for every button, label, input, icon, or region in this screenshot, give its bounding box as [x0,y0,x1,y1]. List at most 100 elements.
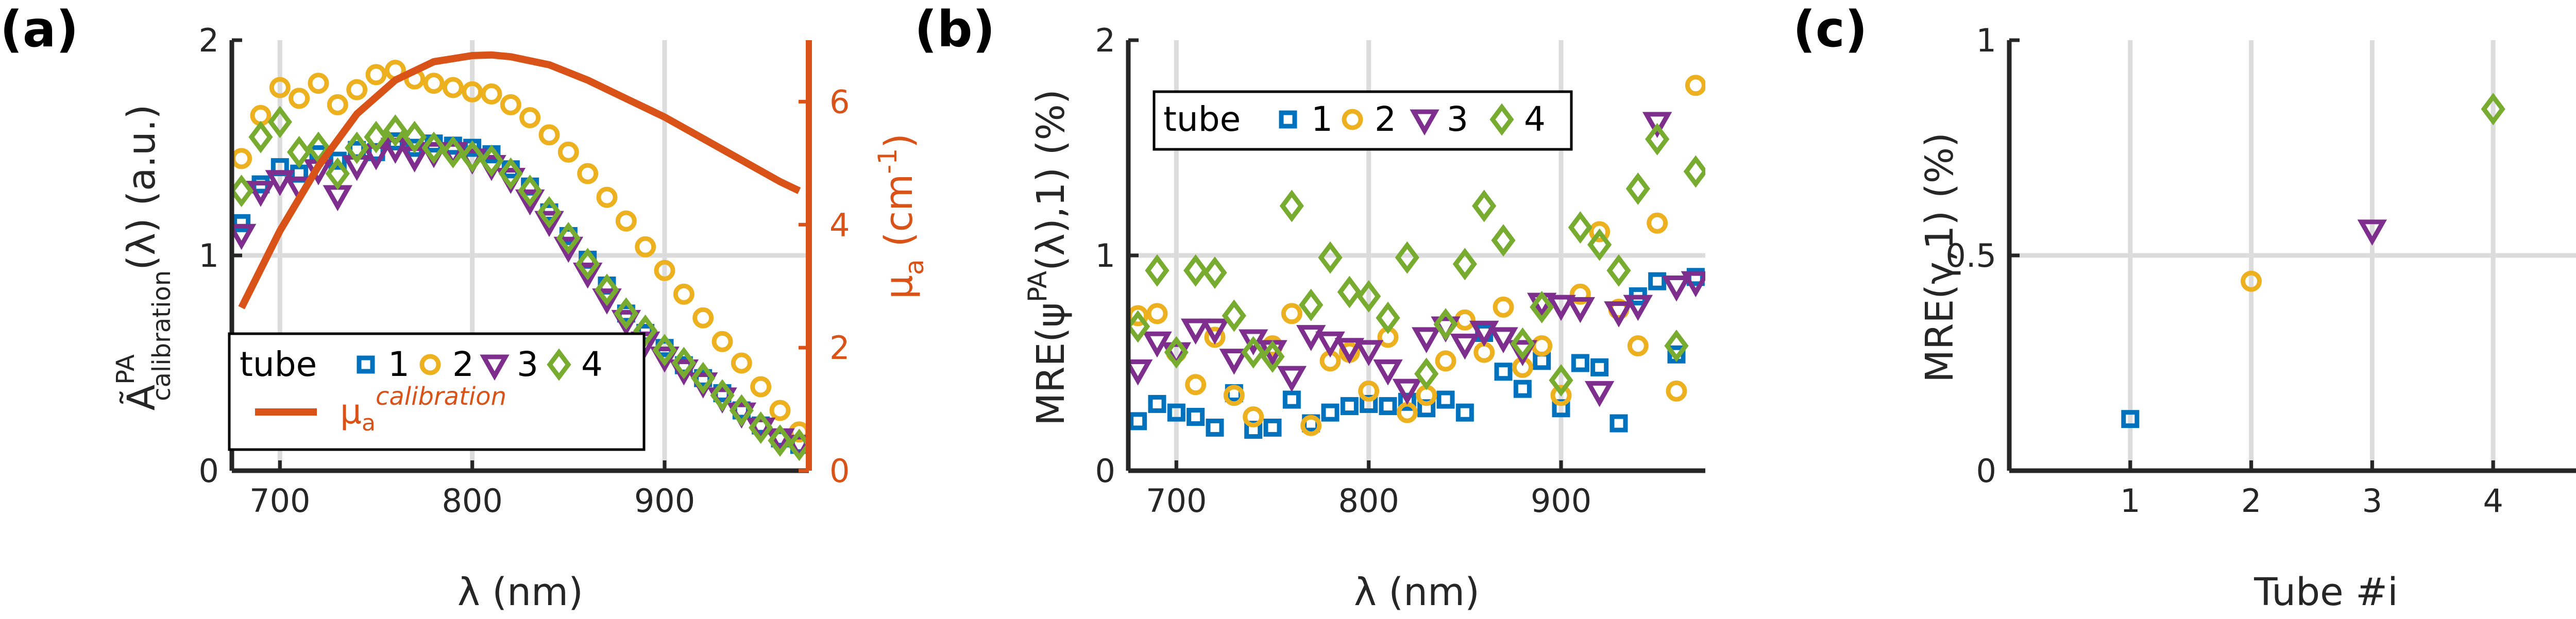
panel-a-point-tube2-750 [365,64,387,85]
panel-a-point-tube3-730 [323,185,353,212]
panel-b-point-tube1-750 [1263,418,1282,437]
panel-a-legend-entry-2: 2 [452,345,474,384]
panel-c-point-tube4 [2481,93,2505,126]
panel-b-point-tube3-940 [1623,295,1653,321]
panel-c-ylabel: MRE(γ,1) (%) [1918,132,1962,383]
panel-a-legend-title: tube [240,345,317,384]
panel-b-point-tube2-900 [1550,385,1572,406]
panel-a-point-tube2-960 [769,400,791,421]
panel-a-point-tube3-700 [265,170,295,196]
panel-b-point-tube1-680 [1129,412,1147,431]
panel-b-point-tube4-820 [1395,241,1419,274]
panel-a-legend-line-sup: calibration [376,382,506,411]
panel-b-point-tube3-790 [1334,338,1365,364]
panel-b-legend-entry-3: 3 [1447,99,1468,139]
panel-b-point-tube4-940 [1625,172,1650,205]
panel-a-point-tube4-770 [402,121,427,153]
panel-a-legend-marker-1 [357,355,375,374]
panel-a-point-tube4-750 [364,121,388,153]
panel-c-xtick-label-1: 2 [2241,482,2261,520]
panel-a-point-tube2-860 [577,163,599,184]
panel-b-point-tube4-700 [1164,336,1189,369]
panel-a-point-tube2-740 [346,79,368,100]
panel-b-point-tube3-770 [1296,325,1326,351]
panel-b-point-tube4-930 [1606,254,1631,287]
panel-b-point-tube3-960 [1662,276,1691,302]
panel-b-legend-entry-2: 2 [1375,99,1396,139]
panel-c-xtick-label-2: 3 [2362,482,2382,520]
panel-a-point-tube2-950 [750,376,772,398]
panel-b-point-tube1-690 [1148,394,1166,413]
panel-b-ylabel: MRE(ψPA(λ),1) (%) [1023,89,1073,425]
panel-a-point-tube4-920 [691,362,716,394]
panel-a-right-ytick-label-0: 0 [829,452,850,490]
panel-a-point-tube4-860 [575,248,600,281]
panel-a-point-tube4-870 [595,273,619,306]
panel-b-point-tube3-870 [1488,327,1518,353]
panel-a-point-tube3-870 [592,288,622,315]
panel-b-point-tube2-960 [1666,380,1687,402]
panel-a-legend-markers [357,348,571,381]
panel-b-legend-marker-4 [1489,103,1514,136]
panel-b-point-tube3-860 [1469,320,1499,347]
panel-b-point-tube4-860 [1472,190,1497,222]
panel-b-point-tube3-730 [1219,349,1249,375]
panel-a-legend-entry-1: 1 [388,345,410,384]
panel-a-point-tube2-900 [654,260,675,281]
panel-b-legend: tube 1 2 3 4 [1153,90,1573,151]
panel-b-point-tube2-710 [1185,374,1207,396]
panel-c-ytick-label-2: 1 [1976,22,1996,59]
panel-a-point-tube3-840 [534,211,564,237]
panel-a-point-tube4-930 [710,379,735,412]
panel-a-point-tube3-860 [572,262,603,289]
panel-b-point-tube1-760 [1282,390,1301,409]
panel-b-point-tube4-830 [1414,357,1439,390]
panel-b-point-tube3-810 [1373,359,1403,386]
panel-a-point-tube2-710 [289,88,310,109]
panel-a-point-tube2-910 [673,283,694,305]
panel-b-point-tube3-820 [1392,379,1422,405]
panel-a-point-tube4-840 [537,196,562,229]
panel-b-point-tube2-720 [1204,326,1226,348]
panel-a-point-tube2-680 [232,148,252,169]
panel-b-point-tube3-830 [1411,327,1442,353]
panel-a-point-tube4-690 [248,121,273,153]
panel-b-ylabel-sup: PA [1023,271,1053,302]
panel-b-point-tube2-870 [1493,296,1514,318]
panel-b-point-tube2-800 [1358,380,1380,402]
panel-a-right-ytick-label-3: 6 [829,83,850,121]
panel-b-point-tube2-940 [1627,335,1649,357]
panel-c-grid [2009,40,2576,471]
panel-b-xtick-label-0: 700 [1146,482,1207,520]
panel-c: (c) 1 2 3 4 0 0.5 1 MRE(γ,1) (%) Tube #i [1793,1,2576,614]
panel-a-point-tube4-880 [614,297,638,330]
panel-a-legend-line-label: μacalibration [340,382,506,436]
panel-c-xtick-label-3: 4 [2483,482,2503,520]
panel-b-point-tube4-710 [1183,254,1208,287]
panel-b-point-tube1-840 [1436,390,1455,409]
panel-a-point-tube4-780 [421,131,446,164]
panel-b-point-tube1-880 [1513,380,1532,398]
panel-b-point-tube4-800 [1357,280,1381,313]
panel-b-point-tube4-880 [1510,327,1535,360]
panel-b-point-tube1-820 [1398,392,1416,411]
panel-b-point-tube2-950 [1647,212,1668,234]
panel-b-point-tube2-730 [1223,385,1245,406]
panel-a-point-tube4-740 [345,131,369,164]
panel-a-right-ylabel-sub: a [900,259,929,275]
panel-b-point-tube3-950 [1642,112,1672,138]
panel-a-point-tube4-940 [729,394,754,427]
panel-a-ylabel-sup: PA [111,354,140,385]
panel-b-point-tube2-840 [1435,350,1456,372]
panel-a-ylabel: ÃPA calibration(λ) (a.u.) [111,105,176,411]
panel-c-ytick-label-1: 0.5 [1945,237,1996,274]
panel-a-legend-line-main: μ [340,392,362,432]
panel-a-right-ylabel-unit: (cm [877,174,921,247]
panel-b-point-tube1-710 [1187,408,1205,426]
panel-b-point-tube4-960 [1664,330,1689,363]
panel-a-mu-calibration-curve [238,51,801,310]
panel-a-legend-entry-4: 4 [581,345,603,384]
panel-b-xtick-label-1: 800 [1338,482,1399,520]
panel-b-point-tube2-740 [1243,406,1264,427]
